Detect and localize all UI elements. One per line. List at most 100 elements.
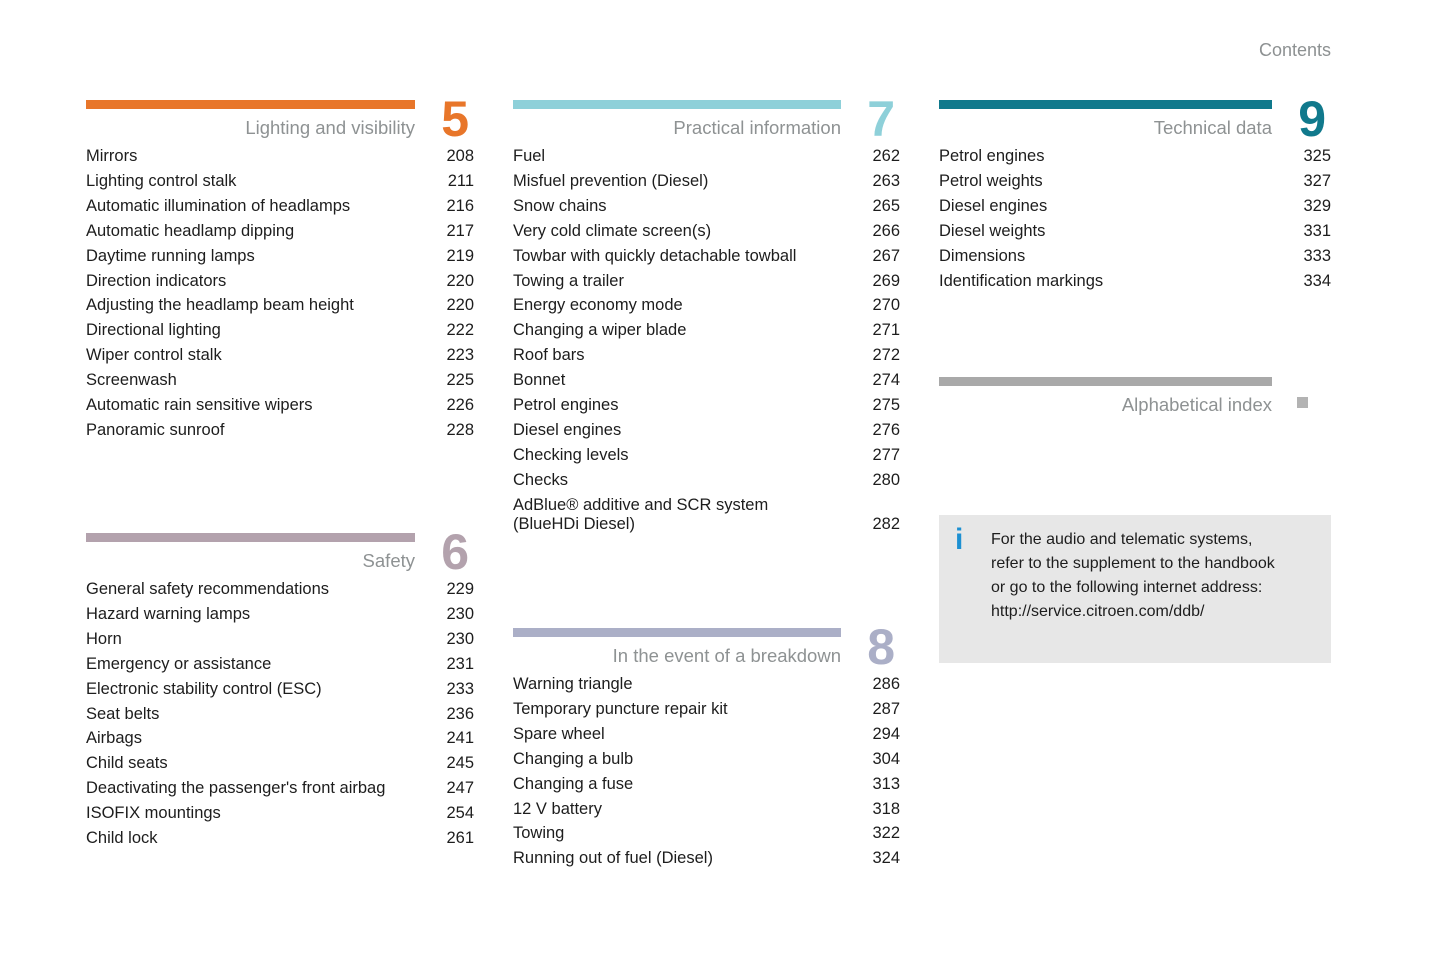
section-color-bar [513,100,841,109]
toc-item[interactable]: 12 V battery 318 [513,800,900,819]
toc-item-page: 322 [872,824,900,843]
toc-item[interactable]: Child lock 261 [86,829,474,848]
toc-item[interactable]: Roof bars 272 [513,346,900,365]
toc-item[interactable]: General safety recommendations 229 [86,580,474,599]
toc-item[interactable]: Directional lighting 222 [86,321,474,340]
toc-item[interactable]: Bonnet 274 [513,371,900,390]
toc-item-title: Child seats [86,754,168,773]
toc-item[interactable]: Changing a wiper blade 271 [513,321,900,340]
toc-item-title: Towing [513,824,565,843]
toc-item[interactable]: Seat belts 236 [86,705,474,724]
toc-item[interactable]: Automatic illumination of headlamps 216 [86,197,474,216]
section-technical-data: 9 Technical data Petrol engines 325 Petr… [939,94,1331,296]
section-color-bar [939,377,1272,386]
toc-item-page: 334 [1303,271,1331,290]
toc-item[interactable]: Lighting control stalk 211 [86,172,474,191]
toc-item[interactable]: Automatic rain sensitive wipers 226 [86,396,474,415]
toc-item-page: 208 [446,147,474,165]
toc-item[interactable]: Warning triangle 286 [513,675,900,694]
toc-item[interactable]: Very cold climate screen(s) 266 [513,222,900,241]
toc-item-title: Seat belts [86,704,160,723]
toc-item[interactable]: Misfuel prevention (Diesel) 263 [513,172,900,191]
toc-item-page: 274 [872,371,900,390]
toc-item-title: Automatic illumination of headlamps [86,196,351,215]
toc-item-title: Mirrors [86,147,138,165]
toc-item-title: Towbar with quickly detachable towball [513,246,797,265]
toc-item[interactable]: Airbags 241 [86,729,474,748]
toc-item[interactable]: Panoramic sunroof 228 [86,421,474,440]
toc-item-title: Diesel weights [939,221,1046,240]
toc-item[interactable]: Checks 280 [513,471,900,490]
toc-item[interactable]: Running out of fuel (Diesel) 324 [513,849,900,868]
toc-item-title: Towing a trailer [513,271,624,290]
toc-item[interactable]: Adjusting the headlamp beam height 220 [86,296,474,315]
toc-item-page: 262 [872,147,900,165]
toc-item[interactable]: Energy economy mode 270 [513,296,900,315]
info-icon: i [955,523,964,556]
toc-item[interactable]: Horn 230 [86,630,474,649]
toc-item-page: 254 [446,804,474,823]
toc-item-title: Warning triangle [513,675,633,693]
toc-item[interactable]: Fuel 262 [513,147,900,166]
toc-item[interactable]: Electronic stability control (ESC) 233 [86,680,474,699]
toc-item[interactable]: Child seats 245 [86,754,474,773]
toc-item[interactable]: Emergency or assistance 231 [86,655,474,674]
toc-item-title: Energy economy mode [513,296,683,315]
toc-item[interactable]: Diesel engines 276 [513,421,900,440]
section-title: In the event of a breakdown [612,645,841,666]
toc-item[interactable]: Temporary puncture repair kit 287 [513,700,900,719]
toc-item[interactable]: Screenwash 225 [86,371,474,390]
toc-item-title: Bonnet [513,371,566,390]
toc-item[interactable]: Checking levels 277 [513,446,900,465]
section-color-bar [86,100,415,109]
toc-item-title: Child lock [86,829,158,848]
toc-item[interactable]: Towbar with quickly detachable towball 2… [513,247,900,266]
toc-item-page: 231 [446,654,474,673]
toc-item[interactable]: Towing a trailer 269 [513,272,900,291]
toc-item[interactable]: Mirrors 208 [86,147,474,166]
toc-item-title: Deactivating the passenger's front airba… [86,779,386,798]
toc-item[interactable]: Petrol engines 275 [513,396,900,415]
toc-item[interactable]: Daytime running lamps 219 [86,247,474,266]
toc-item-page: 236 [446,704,474,723]
toc-item-page: 287 [872,699,900,718]
section-items: Mirrors 208 Lighting control stalk 211 A… [86,147,474,440]
toc-item[interactable]: AdBlue® additive and SCR system (BlueHDi… [513,496,900,535]
toc-item-page: 304 [872,749,900,768]
toc-item-title: Petrol weights [939,171,1043,190]
section-color-bar [513,628,841,637]
toc-item[interactable]: Diesel engines 329 [939,197,1331,216]
toc-item[interactable]: Dimensions 333 [939,247,1331,266]
toc-item[interactable]: Wiper control stalk 223 [86,346,474,365]
toc-item-page: 241 [446,729,474,748]
toc-item[interactable]: Diesel weights 331 [939,222,1331,241]
toc-item-page: 223 [446,346,474,365]
toc-item[interactable]: Direction indicators 220 [86,272,474,291]
toc-item-page: 225 [446,371,474,390]
section-header: 9 [939,94,1331,144]
toc-item[interactable]: Hazard warning lamps 230 [86,605,474,624]
toc-item-page: 230 [446,604,474,623]
toc-item-title: Changing a bulb [513,749,634,768]
toc-item-page: 286 [872,675,900,693]
section-header: 6 [86,527,474,577]
toc-item-page: 329 [1303,196,1331,215]
toc-item[interactable]: Spare wheel 294 [513,725,900,744]
toc-item[interactable]: Snow chains 265 [513,197,900,216]
toc-item[interactable]: Petrol engines 325 [939,147,1331,166]
toc-item-title: Automatic headlamp dipping [86,221,295,240]
toc-item[interactable]: Deactivating the passenger's front airba… [86,779,474,798]
toc-item[interactable]: ISOFIX mountings 254 [86,804,474,823]
toc-item[interactable]: Identification markings 334 [939,272,1331,291]
info-url[interactable]: http://service.citroen.com/ddb/ [991,603,1205,620]
toc-item-title: Dimensions [939,246,1026,265]
toc-item[interactable]: Towing 322 [513,824,900,843]
toc-item-title: AdBlue® additive and SCR system [513,495,769,514]
toc-item[interactable]: Automatic headlamp dipping 217 [86,222,474,241]
toc-item[interactable]: Changing a bulb 304 [513,750,900,769]
toc-item-page: 217 [446,221,474,240]
toc-item[interactable]: Changing a fuse 313 [513,775,900,794]
info-text: For the audio and telematic systems, ref… [991,515,1331,624]
toc-item-page: 230 [446,629,474,648]
toc-item[interactable]: Petrol weights 327 [939,172,1331,191]
